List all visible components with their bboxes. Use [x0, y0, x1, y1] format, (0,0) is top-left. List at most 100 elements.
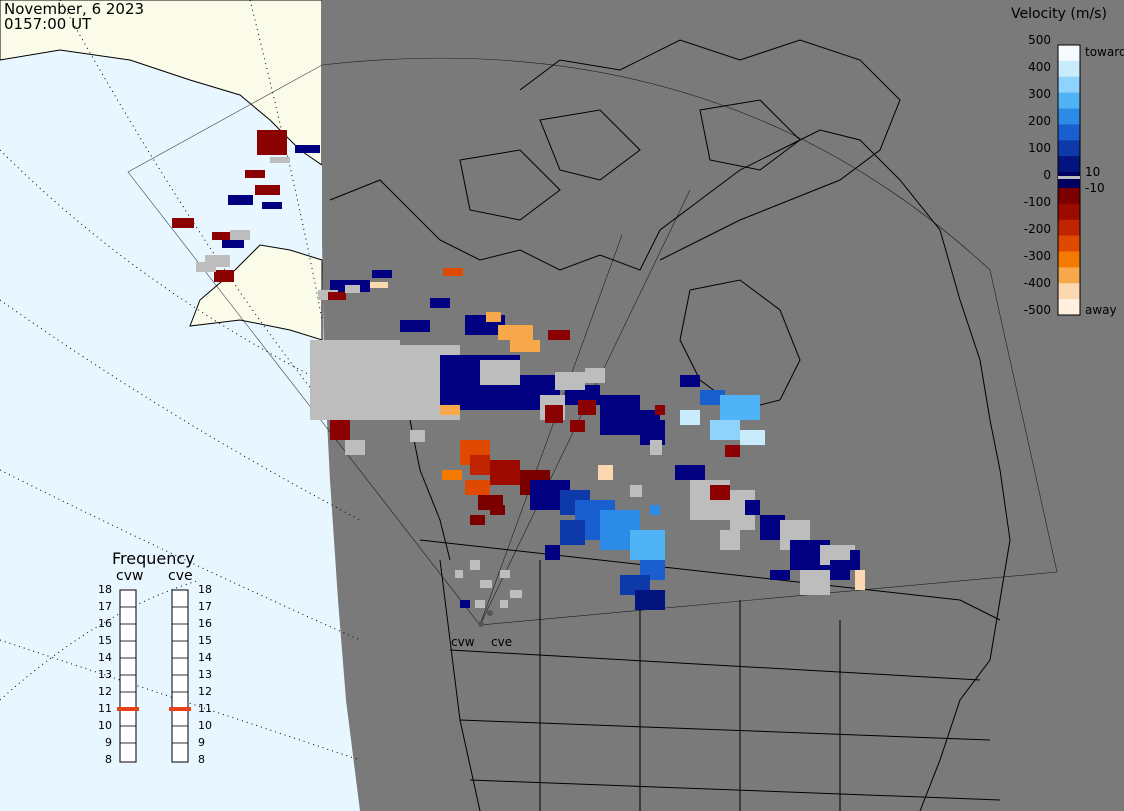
frequency-tick-right: 15 — [198, 634, 212, 647]
scatter-cell — [630, 530, 665, 560]
scatter-cell — [490, 505, 505, 515]
colorbar-swatch — [1058, 156, 1080, 173]
scatter-cell — [470, 515, 485, 525]
scatter-cell — [262, 202, 282, 209]
colorbar-swatch — [1058, 140, 1080, 157]
scatter-cell — [570, 420, 585, 432]
colorbar-frame — [1057, 44, 1081, 316]
scatter-cell — [430, 298, 450, 308]
colorbar-swatch — [1058, 299, 1080, 316]
colorbar-swatch — [1058, 203, 1080, 221]
scatter-cell — [480, 580, 492, 588]
scatter-cell — [222, 240, 244, 248]
frequency-tick-right: 14 — [198, 651, 212, 664]
frequency-tick-right: 9 — [198, 736, 205, 749]
scatter-cell — [295, 145, 320, 153]
scatter-cell — [510, 340, 540, 352]
scatter-cell — [230, 230, 250, 240]
frequency-tick-left: 17 — [98, 600, 112, 613]
scatter-cell — [710, 420, 740, 440]
colorbar-away-label: away — [1085, 303, 1117, 317]
colorbar-tick: -400 — [1023, 276, 1051, 290]
scatter-cell — [330, 420, 350, 440]
frequency-gauge-frame — [119, 589, 137, 763]
colorbar-swatch — [1058, 267, 1080, 284]
scatter-cell — [465, 480, 490, 495]
scatter-cell — [440, 405, 460, 415]
scatter-cell — [545, 545, 560, 560]
scatter-cell — [172, 218, 194, 228]
frequency-radar-cvw: cvw — [116, 568, 144, 584]
scatter-cell — [655, 405, 665, 415]
date-label: November, 6 2023 — [4, 0, 145, 18]
frequency-tick-left: 8 — [105, 753, 112, 766]
colorbar-title: Velocity (m/s) — [1011, 6, 1107, 22]
frequency-radar-cve: cve — [168, 568, 193, 584]
scatter-cell — [635, 590, 665, 610]
scatter-cell — [740, 430, 765, 445]
scatter-cell — [490, 460, 520, 485]
scatter-cell — [345, 440, 365, 455]
colorbar-swatch — [1058, 108, 1080, 125]
colorbar-swatch — [1058, 92, 1080, 110]
scatter-cell — [245, 170, 265, 178]
colorbar-swatch — [1058, 187, 1080, 205]
colorbar-tick: -100 — [1023, 195, 1051, 209]
colorbar-tick: 400 — [1028, 60, 1051, 74]
scatter-cell — [720, 530, 740, 550]
site-label-cve: cve — [491, 635, 513, 649]
scatter-cell — [443, 268, 463, 276]
colorbar-swatch — [1058, 251, 1080, 268]
coastlines-borders — [329, 39, 1011, 811]
scatter-cell — [700, 390, 725, 405]
scatter-cell — [470, 455, 490, 475]
scatter-cell — [270, 157, 290, 163]
scatter-cell — [455, 570, 463, 578]
scatter-cell — [650, 505, 660, 515]
scatter-cell — [710, 485, 730, 500]
scatter-cell — [578, 400, 596, 415]
scatter-cell — [410, 430, 425, 442]
scatter-cell — [370, 282, 388, 288]
frequency-tick-left: 9 — [105, 736, 112, 749]
colorbar-tick: 300 — [1028, 87, 1051, 101]
scatter-cell — [855, 570, 865, 590]
scatter-cell — [585, 368, 605, 383]
scatter-cell — [675, 465, 705, 480]
frequency-tick-left: 11 — [98, 702, 112, 715]
frequency-tick-right: 12 — [198, 685, 212, 698]
colorbar-tick: 500 — [1028, 33, 1051, 47]
scatter-cell — [630, 485, 642, 497]
scatter-cell — [372, 270, 392, 278]
colorbar-minus10-label: -10 — [1085, 181, 1105, 195]
frequency-tick-right: 16 — [198, 617, 212, 630]
colorbar-swatch — [1058, 172, 1080, 189]
scatter-cell — [257, 130, 287, 155]
scatter-cell — [510, 590, 522, 598]
scatter-cell — [228, 195, 253, 205]
scatter-cell — [770, 570, 790, 580]
scatter-cell — [400, 320, 430, 332]
scatter-cell — [196, 262, 216, 272]
daylit-land — [0, 0, 323, 341]
scatter-cell — [545, 405, 563, 423]
colorbar-tick: 100 — [1028, 141, 1051, 155]
scatter-cell — [745, 500, 760, 515]
scatter-cell — [214, 270, 234, 282]
scatter-cell — [470, 560, 480, 570]
scatter-cell — [460, 600, 470, 608]
scatter-cell — [500, 570, 510, 578]
colorbar-swatch — [1058, 235, 1080, 252]
colorbar-tick: -500 — [1023, 303, 1051, 317]
scatter-cell — [328, 292, 346, 300]
frequency-gauges — [117, 589, 191, 763]
frequency-tick-left: 12 — [98, 685, 112, 698]
colorbar-toward-label: toward — [1085, 45, 1124, 59]
frequency-tick-left: 10 — [98, 719, 112, 732]
colorbar-tick: 200 — [1028, 114, 1051, 128]
colorbar-swatch — [1058, 60, 1080, 78]
scatter-cell — [725, 445, 740, 457]
frequency-tick-left: 18 — [98, 583, 112, 596]
scatter-cell — [475, 600, 485, 608]
